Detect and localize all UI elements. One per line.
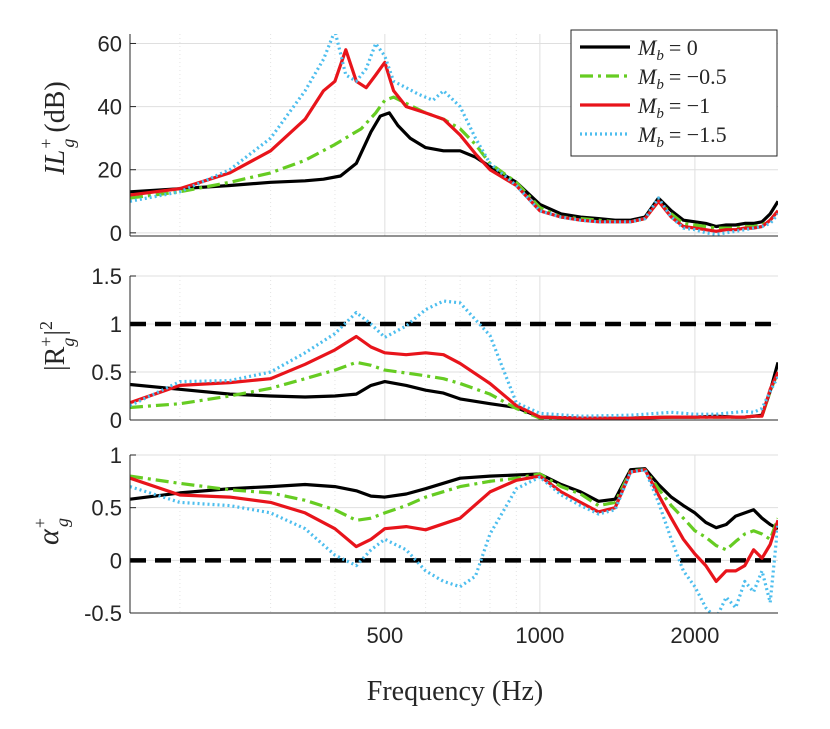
y-tick-label: 1 <box>110 312 122 337</box>
series-line-2 <box>130 334 778 420</box>
y-tick-label: 40 <box>98 95 122 120</box>
series-line-3 <box>130 34 778 236</box>
series-line-1 <box>130 360 778 420</box>
x-tick-label: 500 <box>366 623 403 648</box>
x-tick-label: 2000 <box>670 623 719 648</box>
y-tick-label: 20 <box>98 158 122 183</box>
y-tick-label: 60 <box>98 31 122 56</box>
legend-label: Mb = −1.5 <box>637 122 727 151</box>
y-tick-label: 1.5 <box>91 264 122 289</box>
series-line-0 <box>130 111 778 229</box>
legend: Mb = 0Mb = −0.5Mb = −1Mb = −1.5 <box>570 29 778 157</box>
panel-1: 0 0.5 1 1.5 <box>91 264 778 433</box>
legend-label: Mb = −0.5 <box>637 64 727 93</box>
y-label-bottom: α+ g <box>30 517 72 545</box>
y-tick-label: 1 <box>110 443 122 468</box>
x-label: Frequency (Hz) <box>367 676 543 707</box>
y-tick-label: 0 <box>110 221 122 246</box>
series-line-3 <box>130 468 778 613</box>
series-line-3 <box>130 299 778 418</box>
x-tick-label: 1000 <box>515 623 564 648</box>
legend-label: Mb = −1 <box>637 93 710 122</box>
y-tick-label: 0.5 <box>91 360 122 385</box>
series-line-0 <box>130 467 778 531</box>
series-line-1 <box>130 468 778 552</box>
panel-2: -0.5 0 0.5 1 500 1000 2000 <box>84 443 778 648</box>
y-label-top: IL+ g(dB) <box>36 81 78 175</box>
series-line-0 <box>130 361 778 420</box>
series-line-2 <box>130 468 778 584</box>
y-label-middle: |R+ g|2 <box>36 321 78 371</box>
y-tick-label: 0 <box>110 548 122 573</box>
y-tick-label: -0.5 <box>84 601 122 626</box>
legend-label: Mb = 0 <box>637 35 698 64</box>
panel-0: 0 20 40 60 <box>98 31 778 246</box>
series-line-2 <box>130 48 778 233</box>
y-tick-label: 0.5 <box>91 496 122 521</box>
y-tick-label: 0 <box>110 408 122 433</box>
